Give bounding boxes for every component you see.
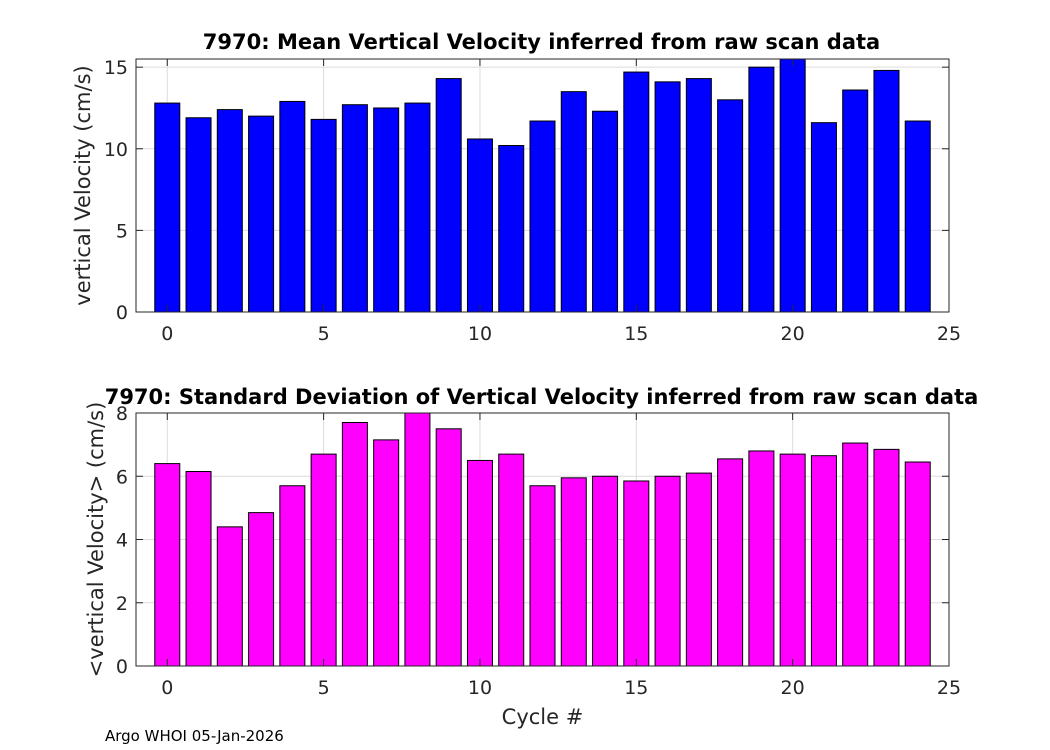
bar-cycle-18 — [717, 99, 744, 313]
bar-cycle-1 — [185, 471, 212, 667]
bar-cycle-6 — [341, 421, 368, 667]
bar-cycle-10 — [466, 138, 493, 313]
y-tick-label: 5 — [116, 220, 128, 242]
y-tick-label: 15 — [104, 57, 128, 79]
bar-cycle-24 — [904, 461, 931, 667]
bar-cycle-6 — [341, 104, 368, 313]
bar-cycle-8 — [404, 412, 431, 667]
bar-cycle-15 — [623, 71, 650, 313]
x-tick-label: 20 — [781, 323, 805, 345]
bar-cycle-13 — [560, 477, 587, 667]
bar-cycle-5 — [310, 118, 337, 313]
chart-title: 7970: Mean Vertical Velocity inferred fr… — [203, 30, 880, 54]
y-tick-label: 8 — [116, 403, 128, 425]
bar-cycle-20 — [779, 453, 806, 667]
x-tick-label: 0 — [161, 323, 173, 345]
x-axis-label: Cycle # — [502, 705, 584, 729]
bar-cycle-0 — [154, 463, 181, 667]
mean-velocity-chart: 0 5 10 15 20 25 0 5 10 15 7970: Mean Vertical Velo… — [71, 30, 961, 345]
y-tick-label: 2 — [116, 593, 128, 615]
y-axis-label: <vertical Velocity> (cm/s) — [84, 402, 108, 678]
bar-cycle-12 — [529, 485, 556, 667]
y-tick-label: 0 — [116, 656, 128, 678]
bar-cycle-10 — [466, 459, 493, 667]
bar-cycle-14 — [592, 475, 619, 667]
axes-box — [135, 58, 950, 313]
bar-cycle-16 — [654, 475, 681, 667]
chart-title: 7970: Standard Deviation of Vertical Vel… — [105, 385, 979, 409]
bar-cycle-18 — [717, 458, 744, 667]
bar-cycle-2 — [216, 109, 243, 313]
bar-cycle-7 — [373, 439, 400, 667]
bar-cycle-4 — [279, 485, 306, 667]
bar-cycle-22 — [842, 89, 869, 313]
bar-cycle-4 — [279, 100, 306, 313]
bar-cycle-13 — [560, 91, 587, 313]
bar-cycle-9 — [435, 78, 462, 313]
bar-cycle-21 — [810, 455, 837, 667]
bar-cycle-22 — [842, 442, 869, 667]
x-tick-label: 25 — [937, 677, 961, 699]
y-tick-label: 0 — [116, 302, 128, 324]
x-tick-label: 25 — [937, 323, 961, 345]
bar-cycle-12 — [529, 120, 556, 313]
bar-cycle-23 — [873, 448, 900, 667]
bar-cycle-14 — [592, 110, 619, 313]
x-tick-label: 20 — [781, 677, 805, 699]
bar-cycle-0 — [154, 102, 181, 313]
bar-cycle-23 — [873, 69, 900, 313]
bar-cycle-21 — [810, 122, 837, 313]
bar-cycle-7 — [373, 107, 400, 313]
x-tick-label: 0 — [161, 677, 173, 699]
bar-cycle-19 — [748, 450, 775, 667]
bar-cycle-24 — [904, 120, 931, 313]
footer-text: Argo WHOI 05-Jan-2026 — [105, 727, 284, 745]
bar-cycle-11 — [498, 145, 525, 313]
y-axis-label: vertical Velocity (cm/s) — [71, 65, 95, 305]
bar-cycle-5 — [310, 453, 337, 667]
x-tick-label: 10 — [468, 323, 492, 345]
x-tick-label: 10 — [468, 677, 492, 699]
bar-cycle-15 — [623, 480, 650, 667]
bar-cycle-9 — [435, 428, 462, 667]
bar-cycle-20 — [779, 58, 806, 313]
bar-cycle-17 — [685, 78, 712, 313]
bar-cycle-1 — [185, 117, 212, 313]
bar-cycle-8 — [404, 102, 431, 313]
x-tick-label: 15 — [624, 677, 648, 699]
y-tick-label: 6 — [116, 466, 128, 488]
y-tick-label: 4 — [116, 530, 128, 552]
bar-cycle-19 — [748, 66, 775, 313]
bar-cycle-11 — [498, 453, 525, 667]
bar-cycle-17 — [685, 472, 712, 667]
x-tick-label: 5 — [318, 323, 330, 345]
bar-cycle-2 — [216, 526, 243, 667]
x-tick-label: 15 — [624, 323, 648, 345]
bar-cycle-3 — [248, 512, 275, 667]
y-tick-label: 10 — [104, 139, 128, 161]
bar-cycle-16 — [654, 81, 681, 313]
x-tick-label: 5 — [318, 677, 330, 699]
bar-cycle-3 — [248, 115, 275, 313]
